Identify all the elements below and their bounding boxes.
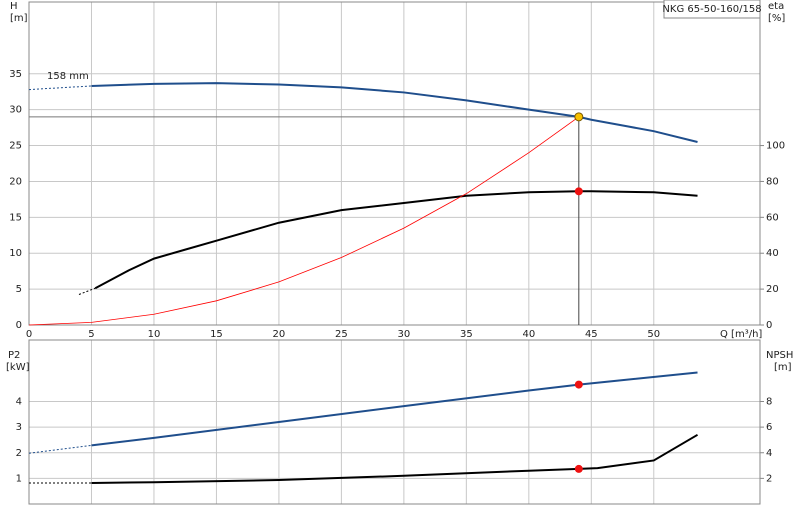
y-tick-label: 35 <box>9 69 22 80</box>
y2-label: NPSH <box>766 350 793 361</box>
y2-tick-label: 4 <box>766 448 772 459</box>
y-tick-label: 5 <box>16 284 22 295</box>
y2-tick-label: 8 <box>766 397 772 408</box>
x-tick-label: 0 <box>26 329 32 340</box>
y-tick-label: 10 <box>9 248 22 259</box>
curve <box>91 371 698 447</box>
y2-tick-label: 6 <box>766 422 772 433</box>
y-tick-label: 15 <box>9 212 22 223</box>
x-tick-label: 40 <box>522 329 535 340</box>
x-tick-label: 15 <box>210 329 223 340</box>
y-unit: [kW] <box>6 362 30 373</box>
x-tick-label: 30 <box>398 329 411 340</box>
y2-tick-label: 0 <box>766 320 772 331</box>
duty-marker <box>574 112 584 122</box>
y-unit: [m] <box>10 13 28 24</box>
panel: 1 2 3 4 2 4 6 8 <box>16 339 772 505</box>
x-tick-label: 25 <box>335 329 348 340</box>
plot-frame <box>28 1 761 326</box>
title-box <box>663 0 761 19</box>
curve <box>28 116 580 326</box>
duty-marker <box>574 187 583 196</box>
chart-title: NKG 65-50-160/158 <box>662 4 761 15</box>
y2-tick-label: 100 <box>766 141 785 152</box>
y2-tick-label: 80 <box>766 176 779 187</box>
y2-tick-label: 20 <box>766 284 779 295</box>
y-tick-label: 30 <box>9 105 22 116</box>
x-tick-label: 35 <box>460 329 473 340</box>
y-tick-label: 0 <box>16 320 22 331</box>
curve <box>94 190 698 290</box>
y-tick-label: 4 <box>16 397 22 408</box>
duty-marker <box>574 464 583 473</box>
x-tick-label: 20 <box>273 329 286 340</box>
x-tick-label: 10 <box>148 329 161 340</box>
y2-tick-label: 40 <box>766 248 779 259</box>
panel: 0 5 10 15 20 25 30 35 40 45 50 0 5 10 15 20 25 30 35 0 20 40 6… <box>9 1 785 340</box>
curve <box>91 433 699 484</box>
y2-unit: [m] <box>774 362 792 373</box>
y2-tick-label: 2 <box>766 473 772 484</box>
impeller-label: 158 mm <box>47 71 89 82</box>
y2-label: eta <box>768 1 784 12</box>
curve <box>28 444 92 454</box>
y2-unit: [%] <box>768 13 785 24</box>
x-label: Q [m³/h] <box>720 329 762 340</box>
x-tick-label: 50 <box>647 329 660 340</box>
duty-marker <box>574 380 583 389</box>
curve <box>28 85 92 91</box>
y-tick-label: 1 <box>16 473 22 484</box>
y-tick-label: 3 <box>16 422 22 433</box>
y-tick-label: 25 <box>9 141 22 152</box>
y-label: P2 <box>8 350 20 361</box>
y-tick-label: 2 <box>16 448 22 459</box>
curve <box>78 287 96 295</box>
x-tick-label: 45 <box>585 329 598 340</box>
y2-tick-label: 60 <box>766 212 779 223</box>
plot-frame <box>28 339 761 505</box>
x-tick-label: 5 <box>88 329 94 340</box>
y-tick-label: 20 <box>9 176 22 187</box>
curve <box>91 82 698 143</box>
y-label: H <box>10 1 18 12</box>
